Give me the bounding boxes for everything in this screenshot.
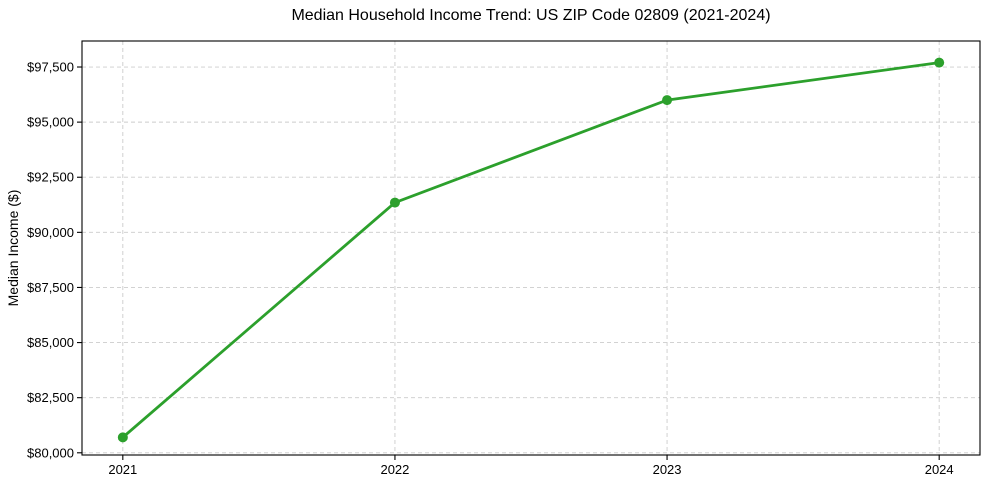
y-tick-label: $85,000 (27, 335, 74, 350)
y-tick-label: $90,000 (27, 225, 74, 240)
plot-border (81, 40, 981, 456)
y-tick-label: $87,500 (27, 280, 74, 295)
x-tick-label: 2021 (108, 462, 137, 477)
x-tick-label: 2022 (380, 462, 409, 477)
y-tick-label: $82,500 (27, 390, 74, 405)
y-tick-label: $80,000 (27, 445, 74, 460)
x-tick-label: 2024 (925, 462, 954, 477)
y-tick-label: $95,000 (27, 115, 74, 130)
data-line (121, 61, 941, 439)
chart-title: Median Household Income Trend: US ZIP Co… (291, 7, 771, 24)
x-tick-label: 2023 (653, 462, 682, 477)
data-point-marker (662, 95, 673, 106)
data-point-marker (934, 57, 945, 68)
y-tick-label: $97,500 (27, 60, 74, 75)
data-point-marker (389, 197, 400, 208)
y-tick-label: $92,500 (27, 170, 74, 185)
data-point-marker (117, 432, 128, 443)
